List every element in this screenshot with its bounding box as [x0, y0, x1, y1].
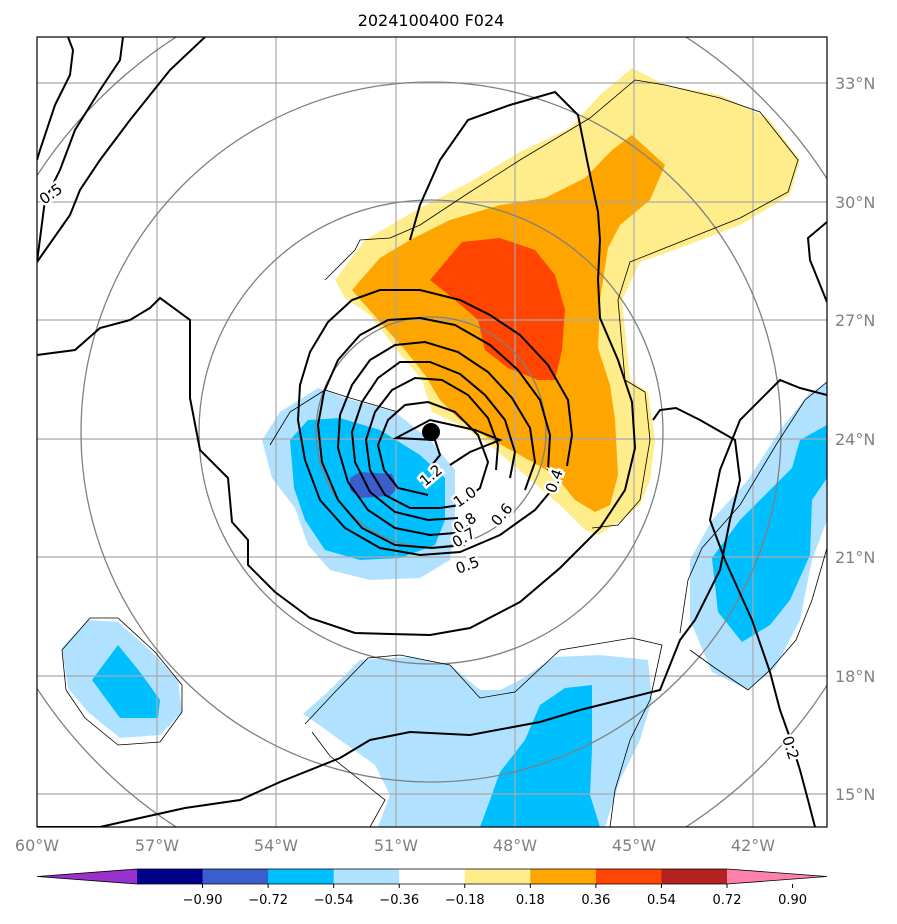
contour-0.2 [708, 378, 827, 827]
lon-label: 54°W [254, 836, 298, 855]
colorbar-segment [333, 869, 400, 884]
map-frame [36, 36, 828, 828]
colorbar-tick-label: −0.18 [445, 893, 485, 908]
lat-label: 27°N [835, 311, 875, 330]
contour-0.8 [364, 376, 500, 509]
colorbar-tick-label: 0.90 [778, 893, 807, 908]
map-area: 0.5 1.2 1.0 0.8 0.7 0.6 0.5 0.4 0.2 [37, 37, 827, 827]
colorbar: −0.90 −0.72 −0.54 −0.36 −0.18 0.18 0.36 0.54 0.7… [36, 868, 828, 908]
storm-center-marker [422, 423, 440, 441]
contour-east [806, 221, 827, 303]
negative-shading-dark [350, 472, 398, 498]
lon-label: 51°W [374, 836, 418, 855]
contour-0.6 [336, 340, 537, 537]
contour-top-left-2 [37, 37, 124, 263]
colorbar-tick-label: −0.90 [183, 893, 223, 908]
colorbar-segment [268, 869, 335, 884]
lat-label: 30°N [835, 193, 875, 212]
colorbar-tick-label: 0.54 [647, 893, 676, 908]
colorbar-segment [595, 869, 662, 884]
lat-label: 18°N [835, 667, 875, 686]
contour-top-left-3 [37, 37, 206, 263]
colorbar-segment [399, 869, 466, 884]
colorbar-tick-label: 0.72 [713, 893, 742, 908]
colorbar-extend-low [37, 869, 137, 884]
colorbar-outline [36, 868, 828, 885]
contour-0.7 [350, 361, 517, 522]
positive-shading-dark [430, 238, 565, 380]
lat-label: 33°N [835, 74, 875, 93]
longitude-labels: 60°W 57°W 54°W 51°W 48°W 45°W 42°W [15, 836, 775, 855]
lon-label: 57°W [135, 836, 179, 855]
contour-top-left-1 [37, 37, 75, 161]
colorbar-segment [661, 869, 728, 884]
colorbar-extend-high [727, 869, 827, 884]
colorbar-segment [202, 869, 269, 884]
colorbar-tick-label: −0.36 [379, 893, 419, 908]
colorbar-tick-label: −0.72 [248, 893, 288, 908]
lat-label: 15°N [835, 785, 875, 804]
colorbar-tick-label: 0.18 [516, 893, 545, 908]
latitude-labels: 15°N 18°N 21°N 24°N 27°N 30°N 33°N [835, 74, 875, 804]
colorbar-tick-label: −0.54 [314, 893, 354, 908]
lon-label: 45°W [612, 836, 656, 855]
contour-1.0 [376, 400, 490, 503]
colorbar-segment [530, 869, 597, 884]
figure-title: 2024100400 F024 [358, 11, 505, 30]
colorbar-segment [464, 869, 531, 884]
lon-label: 42°W [731, 836, 775, 855]
contour-west [37, 90, 637, 637]
contour-1.2 [392, 418, 503, 471]
contours [37, 37, 827, 827]
colorbar-tick-label: 0.36 [581, 893, 610, 908]
lon-label: 60°W [15, 836, 59, 855]
lat-label: 24°N [835, 430, 875, 449]
contour-south [37, 406, 742, 827]
lat-label: 21°N [835, 548, 875, 567]
contour-0.4 [296, 289, 574, 557]
contour-0.5 [316, 316, 552, 550]
colorbar-segment [137, 869, 204, 884]
lon-label: 48°W [493, 836, 537, 855]
